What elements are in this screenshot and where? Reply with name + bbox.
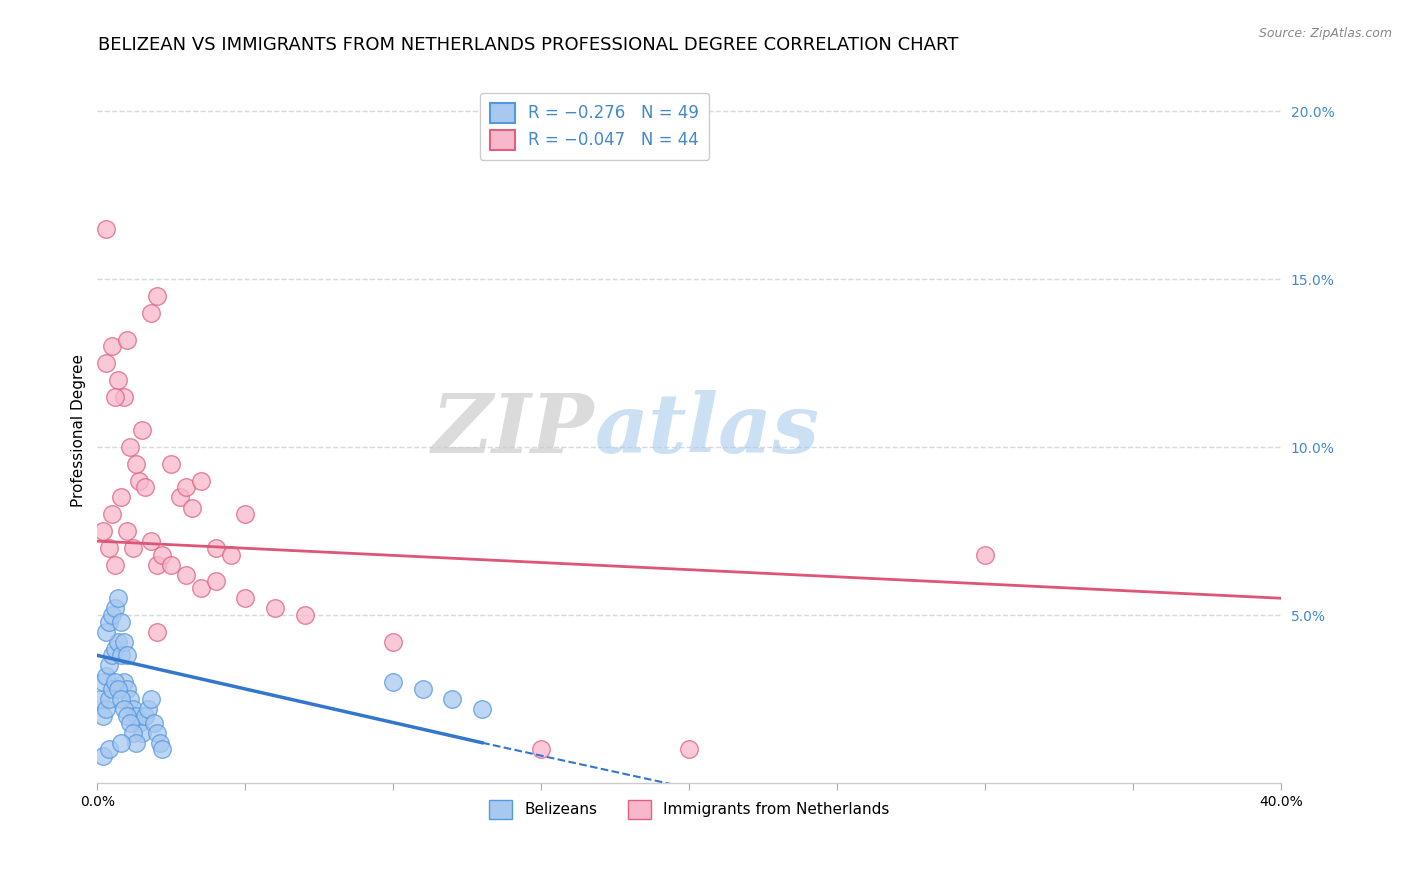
Point [101,608,124,623]
Point [125,457,148,471]
Point [96,668,118,682]
Point [169,491,191,505]
Point [160,457,183,471]
Point [294,608,316,623]
Point [110,648,132,663]
Point [974,548,997,562]
Point [98,541,121,555]
Point [101,681,124,696]
Point [678,742,700,756]
Point [121,541,143,555]
Point [91,709,114,723]
Point [148,736,170,750]
Point [96,624,118,639]
Point [134,480,156,494]
Point [107,635,129,649]
Point [233,508,256,522]
Point [128,715,150,730]
Point [125,736,148,750]
Point [110,615,132,629]
Point [112,702,135,716]
Point [471,702,494,716]
Point [174,567,197,582]
Point [101,339,124,353]
Point [112,390,135,404]
Point [204,574,226,589]
Point [104,390,127,404]
Point [441,692,464,706]
Point [136,702,159,716]
Point [107,681,129,696]
Point [530,742,553,756]
Point [107,373,129,387]
Point [107,591,129,606]
Point [264,601,287,615]
Point [115,709,138,723]
Point [112,635,135,649]
Point [145,289,167,303]
Point [96,221,118,235]
Point [219,548,242,562]
Point [160,558,183,572]
Point [121,725,143,739]
Point [101,648,124,663]
Point [115,681,138,696]
Point [190,474,212,488]
Point [91,524,114,538]
Point [152,742,174,756]
Point [134,709,156,723]
Point [98,692,121,706]
Text: ZIP: ZIP [432,390,595,470]
Text: atlas: atlas [595,390,820,470]
Point [382,635,405,649]
Point [152,548,174,562]
Point [121,702,143,716]
Point [145,725,167,739]
Point [104,601,127,615]
Point [382,675,405,690]
Point [131,725,153,739]
Point [118,715,141,730]
Point [98,658,121,673]
Point [89,692,111,706]
Y-axis label: Professional Degree: Professional Degree [72,354,86,507]
Point [110,692,132,706]
Point [101,508,124,522]
Point [174,480,197,494]
Point [125,709,148,723]
Point [145,624,167,639]
Point [190,581,212,595]
Point [118,440,141,454]
Point [233,591,256,606]
Point [139,305,162,319]
Point [131,423,153,437]
Point [115,648,138,663]
Point [104,558,127,572]
Text: Source: ZipAtlas.com: Source: ZipAtlas.com [1258,27,1392,40]
Point [112,675,135,690]
Point [115,524,138,538]
Point [412,681,434,696]
Point [115,333,138,347]
Point [104,641,127,656]
Point [104,675,127,690]
Point [145,558,167,572]
Point [98,742,121,756]
Point [96,356,118,370]
Point [91,675,114,690]
Point [98,615,121,629]
Point [110,491,132,505]
Point [142,715,165,730]
Point [139,692,162,706]
Text: BELIZEAN VS IMMIGRANTS FROM NETHERLANDS PROFESSIONAL DEGREE CORRELATION CHART: BELIZEAN VS IMMIGRANTS FROM NETHERLANDS … [98,36,959,54]
Point [139,534,162,549]
Point [110,736,132,750]
Point [91,749,114,764]
Point [128,474,150,488]
Point [96,702,118,716]
Legend: Belizeans, Immigrants from Netherlands: Belizeans, Immigrants from Netherlands [484,794,896,825]
Point [204,541,226,555]
Point [181,500,204,515]
Point [118,692,141,706]
